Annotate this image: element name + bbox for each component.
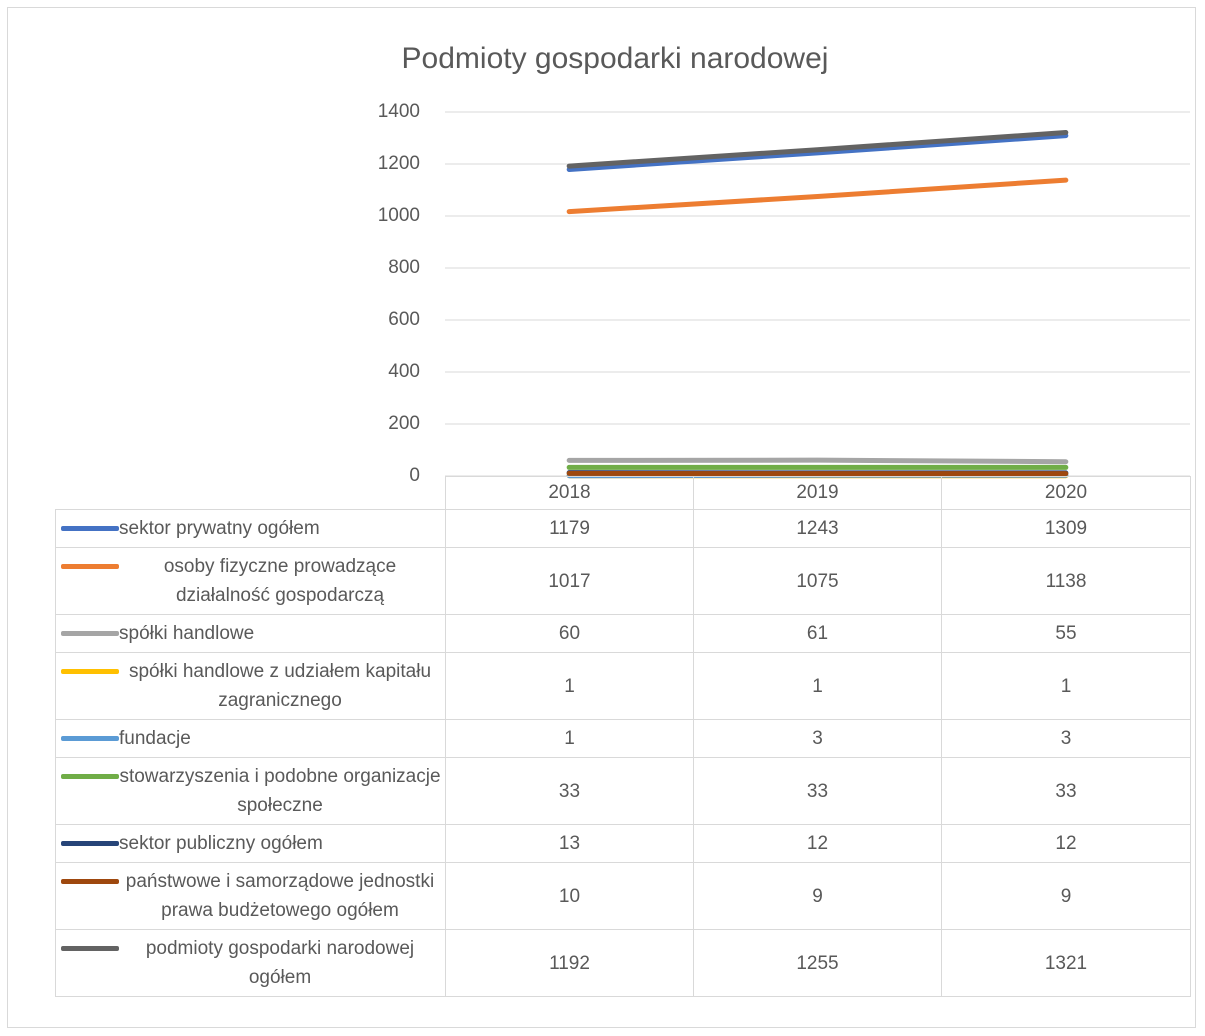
table-value: 1 [693,652,942,720]
series-line [566,457,1069,465]
table-value: 1321 [941,929,1191,997]
legend-cell: państwowe i samorządowe jednostki prawa … [55,862,446,930]
chart-title: Podmioty gospodarki narodowej [402,42,829,75]
table-value: 1 [445,652,694,720]
table-row: spółki handlowe 60 61 55 [55,614,1191,653]
table-value: 1192 [445,929,694,997]
table-value: 1075 [693,547,942,615]
table-header-row: 2018 2019 2020 [55,476,1191,510]
table-value: 12 [941,824,1191,863]
legend-marker [61,774,119,779]
legend-label: sektor publiczny ogółem [119,833,323,854]
legend-label: podmioty gospodarki narodowej ogółem [145,938,415,988]
x-tick-label: 2018 [445,476,694,510]
x-tick-label: 2020 [941,476,1191,510]
table-row: spółki handlowe z udziałem kapitału zagr… [55,652,1191,720]
table-value: 13 [445,824,694,863]
legend-marker [61,736,119,741]
data-table: 2018 2019 2020 sektor prywatny ogółem 1179 12… [55,476,1191,997]
legend-label: sektor prywatny ogółem [119,518,320,539]
legend-cell: podmioty gospodarki narodowej ogółem [55,929,446,997]
legend-marker [61,631,119,636]
series-line [566,130,1069,169]
table-value: 9 [693,862,942,930]
legend-label: spółki handlowe [119,623,255,644]
legend-cell: sektor publiczny ogółem [55,824,446,863]
y-tick-label: 200 [388,413,420,434]
legend-cell: spółki handlowe z udziałem kapitału zagr… [55,652,446,720]
legend-label: fundacje [119,728,191,749]
y-tick-label: 1400 [378,101,420,122]
table-value: 3 [941,719,1191,758]
table-row: sektor publiczny ogółem 13 12 12 [55,824,1191,863]
legend-marker [61,526,119,531]
legend-label: osoby fizyczne prowadzące działalność go… [163,556,397,606]
table-value: 3 [693,719,942,758]
legend-marker [61,564,119,569]
table-value: 61 [693,614,942,653]
legend-cell: spółki handlowe [55,614,446,653]
table-value: 60 [445,614,694,653]
table-row: fundacje 1 3 3 [55,719,1191,758]
legend-marker [61,879,119,884]
legend-marker [61,946,119,951]
legend-cell: stowarzyszenia i podobne organizacje spo… [55,757,446,825]
y-tick-label: 400 [388,361,420,382]
y-tick-label: 1200 [378,153,420,174]
table-value: 55 [941,614,1191,653]
series-line [566,177,1069,215]
legend-marker [61,669,119,674]
series-line [566,133,1069,172]
table-value: 9 [941,862,1191,930]
table-value: 1 [445,719,694,758]
table-value: 10 [445,862,694,930]
table-row: sektor prywatny ogółem 1179 1243 1309 [55,509,1191,548]
table-value: 1243 [693,509,942,548]
legend-cell: sektor prywatny ogółem [55,509,446,548]
chart-frame [7,7,1196,1028]
table-row: stowarzyszenia i podobne organizacje spo… [55,757,1191,825]
legend-label: stowarzyszenia i podobne organizacje spo… [119,766,441,816]
table-corner [55,476,446,510]
y-tick-label: 1000 [378,205,420,226]
y-tick-label: 800 [388,257,420,278]
legend-label: państwowe i samorządowe jednostki prawa … [125,871,435,921]
table-value: 12 [693,824,942,863]
table-value: 1 [941,652,1191,720]
table-value: 1179 [445,509,694,548]
table-row: osoby fizyczne prowadzące działalność go… [55,547,1191,615]
table-value: 1309 [941,509,1191,548]
table-row: podmioty gospodarki narodowej ogółem 1192… [55,929,1191,997]
table-value: 1017 [445,547,694,615]
legend-cell: osoby fizyczne prowadzące działalność go… [55,547,446,615]
table-value: 33 [693,757,942,825]
x-tick-label: 2019 [693,476,942,510]
table-value: 33 [445,757,694,825]
table-row: państwowe i samorządowe jednostki prawa … [55,862,1191,930]
table-value: 1255 [693,929,942,997]
legend-label: spółki handlowe z udziałem kapitału zagr… [128,661,432,711]
y-tick-label: 0 [409,465,420,486]
y-tick-label: 600 [388,309,420,330]
legend-marker [61,841,119,846]
table-value: 1138 [941,547,1191,615]
table-value: 33 [941,757,1191,825]
legend-cell: fundacje [55,719,446,758]
